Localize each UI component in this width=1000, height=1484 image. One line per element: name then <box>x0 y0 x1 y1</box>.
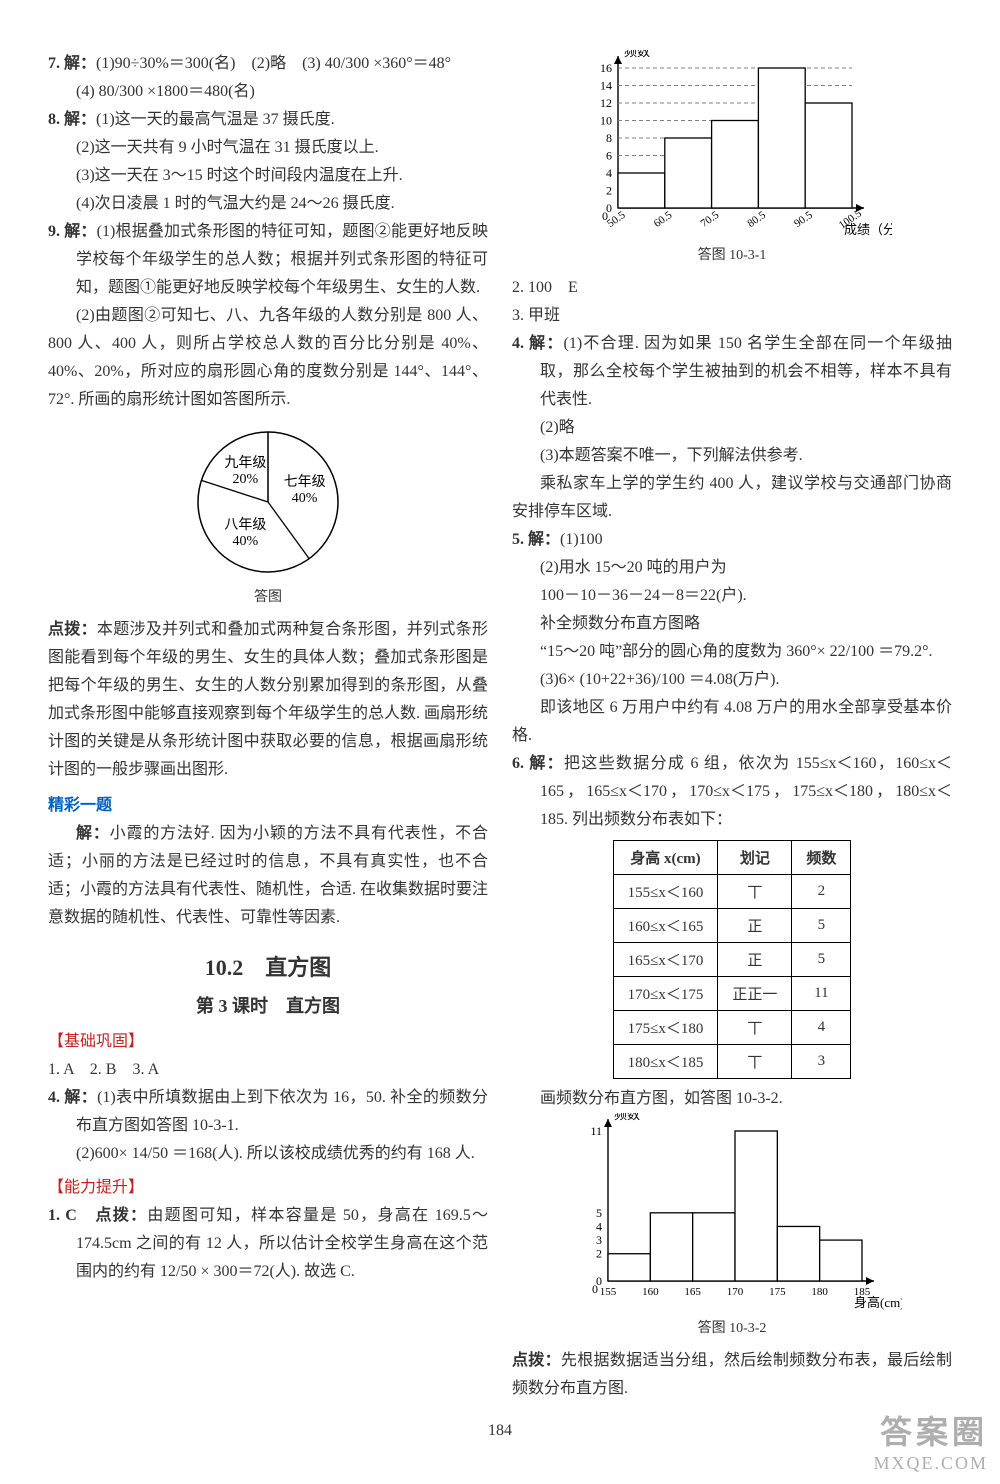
svg-text:8: 8 <box>606 131 612 145</box>
r-q5-p1: 5. 解：(1)100 <box>512 526 952 554</box>
svg-text:40%: 40% <box>233 534 259 549</box>
q7-line2: (4) 80/300 ×1800＝480(名) <box>48 78 488 106</box>
jichu-answers: 1. A 2. B 3. A <box>48 1056 488 1084</box>
ans3: 3. 甲班 <box>512 302 952 330</box>
svg-text:60.5: 60.5 <box>652 209 675 230</box>
svg-text:频数: 频数 <box>624 50 650 59</box>
svg-text:3: 3 <box>596 1233 602 1247</box>
svg-text:80.5: 80.5 <box>745 209 768 230</box>
table-row: 155≤x＜160丅2 <box>613 875 851 909</box>
svg-text:0: 0 <box>592 1282 598 1296</box>
svg-text:频数: 频数 <box>614 1113 640 1122</box>
svg-text:6: 6 <box>606 149 612 163</box>
svg-text:12: 12 <box>600 96 612 110</box>
q4-p2: (2)600× 14/50 ＝168(人). 所以该校成绩优秀的约有 168 人… <box>48 1140 488 1168</box>
svg-text:八年级: 八年级 <box>224 517 266 533</box>
r-q6-after: 画频数分布直方图，如答图 10-3-2. <box>512 1085 952 1113</box>
nengli-title: 【能力提升】 <box>48 1174 488 1202</box>
table-row: 160≤x＜165正5 <box>613 909 851 943</box>
r-q6-intro: 6. 解：把这些数据分成 6 组，依次为 155≤x＜160，160≤x＜165… <box>512 750 952 834</box>
svg-text:170: 170 <box>727 1286 744 1298</box>
watermark-line1: 答案圈 <box>873 1407 988 1453</box>
q9-p1: 9. 解：(1)根据叠加式条形图的特征可知，题图②能更好地反映学校每个年级学生的… <box>48 218 488 302</box>
jingcai-title: 精彩一题 <box>48 792 488 820</box>
section-title: 10.2 直方图 <box>48 950 488 982</box>
q8-line2: (2)这一天共有 9 小时气温在 31 摄氏度以上. <box>48 134 488 162</box>
svg-text:40%: 40% <box>292 491 318 506</box>
table-row: 180≤x＜185丅3 <box>613 1045 851 1079</box>
jingcai-body: 解：小霞的方法好. 因为小颖的方法不具有代表性，不合适；小丽的方法是已经过时的信… <box>48 820 488 932</box>
svg-text:180: 180 <box>811 1286 828 1298</box>
page: 7. 解：(1)90÷30%＝300(名) (2)略 (3) 40/300 ×3… <box>0 0 1000 1484</box>
svg-text:七年级: 七年级 <box>284 474 326 490</box>
svg-text:0: 0 <box>602 209 608 223</box>
pie-chart: 七年级40%八年级40%九年级20% <box>48 422 488 582</box>
q7-line1: 7. 解：(1)90÷30%＝300(名) (2)略 (3) 40/300 ×3… <box>48 50 488 78</box>
table-header: 身高 x(cm) <box>613 841 718 875</box>
svg-text:2: 2 <box>596 1247 602 1261</box>
q8-line4: (4)次日凌晨 1 时的气温大约是 24～26 摄氏度. <box>48 190 488 218</box>
svg-text:175: 175 <box>769 1286 786 1298</box>
r-q4-p2: (2)略 <box>512 414 952 442</box>
hist1-wrap: 频数成绩（分）024681012141650.560.570.580.590.5… <box>512 50 952 240</box>
left-column: 7. 解：(1)90÷30%＝300(名) (2)略 (3) 40/300 ×3… <box>48 50 488 1404</box>
ans2: 2. 100 E <box>512 274 952 302</box>
right-column: 频数成绩（分）024681012141650.560.570.580.590.5… <box>512 50 952 1404</box>
r-q6-dianbo: 点拨：先根据数据适当分组，然后绘制频数分布表，最后绘制频数分布直方图. <box>512 1347 952 1403</box>
q8-line3: (3)这一天在 3～15 时这个时间段内温度在上升. <box>48 162 488 190</box>
pie-caption: 答图 <box>48 586 488 606</box>
table-row: 165≤x＜170正5 <box>613 943 851 977</box>
svg-text:2: 2 <box>606 184 612 198</box>
svg-text:20%: 20% <box>233 472 259 487</box>
r-q5-p7: 即该地区 6 万用户中约有 4.08 万户的用水全部享受基本价格. <box>512 694 952 750</box>
svg-text:九年级: 九年级 <box>224 455 266 471</box>
r-q5-p2: (2)用水 15～20 吨的用户为 <box>512 554 952 582</box>
hist1-caption: 答图 10-3-1 <box>512 244 952 264</box>
r-q5-p5: “15～20 吨”部分的圆心角的度数为 360°× 22/100 ＝79.2°. <box>512 638 952 666</box>
svg-text:14: 14 <box>600 79 612 93</box>
svg-text:5: 5 <box>596 1206 602 1220</box>
hist2-wrap: 频数身高(cm)02345111551601651701751801850 <box>512 1113 952 1313</box>
r-q4-p4: 乘私家车上学的学生约 400 人，建议学校与交通部门协商安排停车区域. <box>512 470 952 526</box>
svg-text:90.5: 90.5 <box>792 209 815 230</box>
q9-dianbo: 点拨：本题涉及并列式和叠加式两种复合条形图，并列式条形图能看到每个年级的男生、女… <box>48 616 488 784</box>
hist2-caption: 答图 10-3-2 <box>512 1317 952 1337</box>
r-q5-p6: (3)6× (10+22+36)/100 ＝4.08(万户). <box>512 666 952 694</box>
r-q5-p4: 补全频数分布直方图略 <box>512 610 952 638</box>
r-q4-p1: 4. 解：(1)不合理. 因为如果 150 名学生全部在同一个年级抽取，那么全校… <box>512 330 952 414</box>
table-row: 170≤x＜175正正一11 <box>613 977 851 1011</box>
r-q5-p3: 100－10－36－24－8＝22(户). <box>512 582 952 610</box>
q8-line1: 8. 解：(1)这一天的最高气温是 37 摄氏度. <box>48 106 488 134</box>
nl1: 1. C 点拨：由题图可知，样本容量是 50，身高在 169.5～174.5cm… <box>48 1202 488 1286</box>
q9-p2: (2)由题图②可知七、八、九各年级的人数分别是 800 人、800 人、400 … <box>48 302 488 414</box>
subsection-title: 第 3 课时 直方图 <box>48 992 488 1018</box>
svg-text:16: 16 <box>600 61 612 75</box>
svg-text:4: 4 <box>606 166 612 180</box>
q4-p1: 4. 解：(1)表中所填数据由上到下依次为 16，50. 补全的频数分布直方图如… <box>48 1084 488 1140</box>
svg-text:155: 155 <box>600 1286 617 1298</box>
page-number: 184 <box>0 1422 1000 1440</box>
watermark: 答案圈 MXQE.COM <box>873 1407 988 1474</box>
svg-text:4: 4 <box>596 1219 602 1233</box>
svg-text:165: 165 <box>684 1286 701 1298</box>
table-row: 175≤x＜180丅4 <box>613 1011 851 1045</box>
jichu-title: 【基础巩固】 <box>48 1028 488 1056</box>
table-header: 频数 <box>792 841 851 875</box>
svg-text:185: 185 <box>854 1286 871 1298</box>
frequency-table: 身高 x(cm)划记频数155≤x＜160丅2160≤x＜165正5165≤x＜… <box>613 840 852 1079</box>
svg-text:160: 160 <box>642 1286 659 1298</box>
svg-text:10: 10 <box>600 114 612 128</box>
r-q4-p3: (3)本题答案不唯一，下列解法供参考. <box>512 442 952 470</box>
svg-text:11: 11 <box>590 1124 602 1138</box>
svg-text:70.5: 70.5 <box>699 209 722 230</box>
watermark-line2: MXQE.COM <box>873 1453 988 1474</box>
table-header: 划记 <box>718 841 792 875</box>
